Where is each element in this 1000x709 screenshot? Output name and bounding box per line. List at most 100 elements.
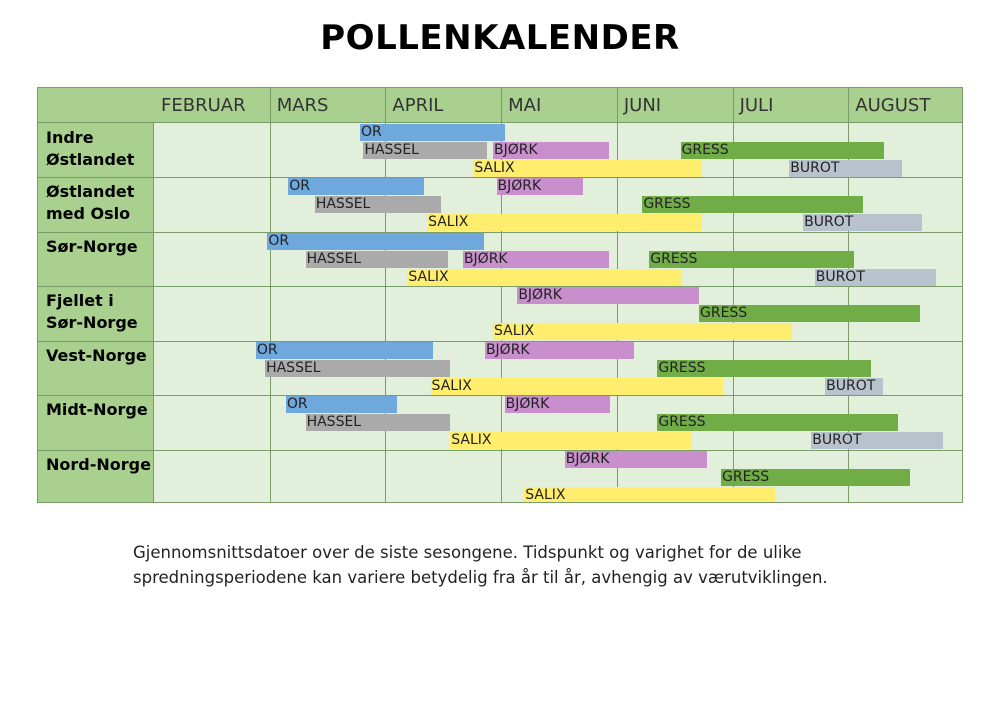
pollen-bar-salix	[407, 268, 682, 286]
pollen-bar-label: BUROT	[804, 214, 854, 231]
pollen-bar-burot	[814, 268, 937, 286]
month-header-row: FEBRUAR MARS APRIL MAI JUNI JULI AUGUST	[38, 88, 962, 123]
pollen-bar-salix	[450, 432, 693, 450]
pollen-bar-label: HASSEL	[364, 142, 419, 158]
pollen-bar-or	[285, 396, 397, 414]
pollen-bar-hassel	[314, 196, 441, 214]
pollen-bar-label: HASSEL	[306, 250, 362, 267]
region-label: Østlandet med Oslo	[46, 182, 135, 224]
month-label: JULI	[739, 95, 774, 116]
pollen-bar-label: SALIX	[451, 432, 492, 449]
pollen-bar-gress	[699, 305, 920, 323]
pollen-bar-label: GRESS	[643, 196, 691, 213]
pollen-bar-salix	[473, 160, 703, 177]
pollen-bar-bjork	[462, 250, 609, 268]
pollen-bar-label: SALIX	[431, 377, 472, 394]
pollen-bar-bjork	[517, 287, 699, 305]
month-divider	[732, 88, 734, 502]
pollen-bar-label: GRESS	[650, 250, 698, 267]
month-divider	[385, 88, 387, 502]
region-label: Nord-Norge	[46, 454, 151, 474]
chart-caption: Gjennomsnittsdatoer over de siste sesong…	[133, 543, 828, 587]
pollen-bar-label: OR	[256, 341, 278, 358]
pollen-bar-gress	[721, 468, 910, 486]
pollen-bar-label: BUROT	[815, 268, 865, 285]
pollen-bar-gress	[657, 359, 872, 377]
pollen-bar-label: GRESS	[722, 468, 770, 485]
pollen-bar-burot	[825, 377, 883, 395]
pollen-bar-label: GRESS	[658, 359, 706, 376]
pollen-bar-label: BJØRK	[565, 450, 610, 467]
region-label: Vest-Norge	[46, 345, 147, 365]
pollen-bar-hassel	[305, 414, 451, 432]
month-divider	[269, 88, 271, 502]
pollen-bar-or	[267, 232, 484, 250]
month-divider	[501, 88, 503, 502]
pollen-bar-label: OR	[360, 124, 382, 140]
pollen-bar-salix	[427, 214, 703, 232]
pollen-bar-burot	[803, 214, 923, 232]
region-label: Midt-Norge	[46, 400, 148, 420]
pollen-bar-label: BUROT	[790, 160, 840, 176]
pollen-bar-label: BJØRK	[494, 142, 538, 158]
pollen-bar-bjork	[564, 450, 708, 468]
pollen-bar-label: BJØRK	[497, 178, 542, 195]
pollen-bar-label: BJØRK	[505, 396, 550, 413]
pollen-bar-label: SALIX	[408, 268, 449, 285]
pollen-bar-salix	[524, 486, 776, 502]
pollen-bar-hassel	[363, 142, 488, 159]
pollen-bar-or	[359, 124, 505, 141]
pollen-bar-label: SALIX	[428, 214, 469, 231]
pollen-bar-salix	[430, 377, 724, 395]
row-divider	[38, 395, 962, 397]
region-label: Sør-Norge	[46, 236, 138, 256]
month-label: APRIL	[392, 95, 444, 116]
row-divider	[38, 340, 962, 342]
pollen-bar-label: HASSEL	[266, 359, 321, 376]
month-label: JUNI	[623, 95, 662, 116]
pollen-bar-gress	[657, 414, 899, 432]
region-label: Indre Østlandet	[46, 128, 135, 169]
pollen-bar-label: BJØRK	[518, 287, 562, 304]
pollen-bar-label: GRESS	[681, 142, 729, 158]
pollen-bar-label: OR	[289, 178, 310, 195]
pollen-bar-bjork	[493, 142, 609, 159]
pollen-bar-gress	[642, 196, 864, 214]
month-label: MARS	[276, 95, 329, 116]
pollen-bar-or	[288, 178, 424, 196]
pollen-bar-burot	[789, 160, 902, 177]
pollen-bar-label: OR	[286, 396, 308, 413]
row-divider	[38, 286, 962, 288]
pollen-bar-burot	[811, 432, 944, 450]
region-label: Fjellet i Sør-Norge	[46, 291, 138, 333]
pollen-bar-gress	[649, 250, 855, 268]
pollen-calendar-grid: FEBRUAR MARS APRIL MAI JUNI JULI AUGUST Indre Ø…	[37, 87, 963, 503]
pollen-bar-bjork	[484, 341, 635, 359]
region-label-column	[38, 88, 154, 502]
month-divider	[848, 88, 850, 502]
pollen-bar-label: BUROT	[826, 377, 876, 394]
chart-title: POLLENKALENDER	[320, 18, 680, 58]
pollen-bar-or	[255, 341, 433, 359]
pollen-bar-hassel	[265, 359, 451, 377]
month-label: FEBRUAR	[161, 95, 246, 116]
pollen-bar-label: GRESS	[658, 414, 706, 431]
pollen-bar-label: GRESS	[700, 305, 748, 322]
pollen-bar-label: OR	[268, 232, 290, 249]
pollen-bar-gress	[680, 142, 885, 159]
pollen-bar-hassel	[305, 250, 448, 268]
pollen-bar-label: BUROT	[812, 432, 862, 449]
pollen-bar-label: BJØRK	[463, 250, 508, 267]
pollen-bar-bjork	[504, 396, 610, 414]
pollen-bar-label: BJØRK	[485, 341, 530, 358]
row-divider	[38, 177, 962, 179]
pollen-bar-label: HASSEL	[306, 414, 362, 431]
pollen-bar-label: SALIX	[525, 486, 566, 503]
pollen-bar-label: SALIX	[474, 160, 515, 176]
row-divider	[38, 231, 962, 233]
pollen-bar-label: HASSEL	[315, 196, 371, 213]
pollen-bar-bjork	[496, 178, 584, 196]
month-label: MAI	[508, 95, 542, 116]
row-divider	[38, 449, 962, 451]
pollen-bar-salix	[493, 323, 792, 341]
